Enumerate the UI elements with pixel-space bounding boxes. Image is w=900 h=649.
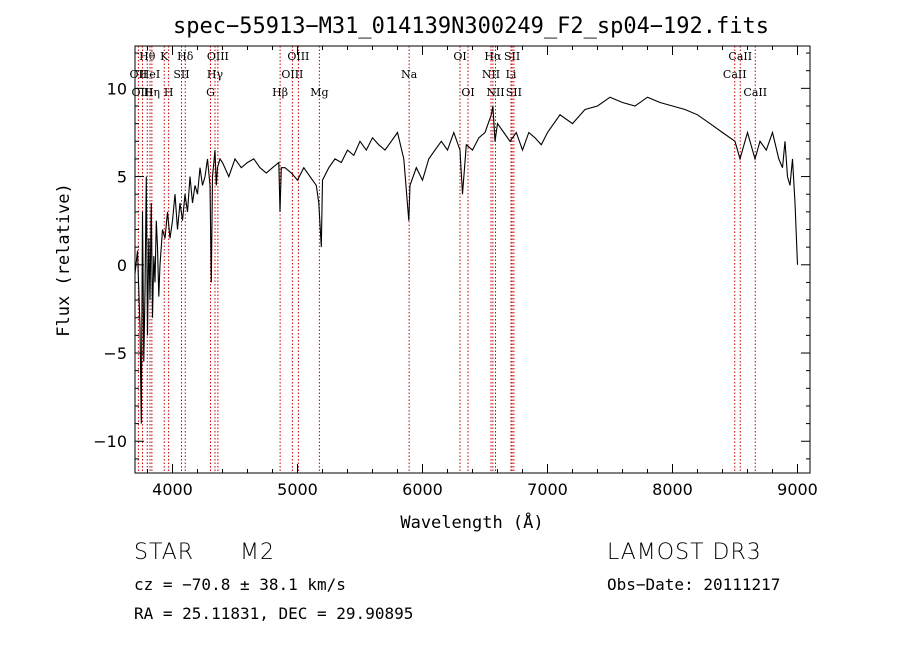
x-axis: 4000 5000 6000 7000 8000 9000 <box>147 46 818 499</box>
y-axis: −10 −5 0 5 10 <box>93 52 810 460</box>
marker-label-7: H <box>164 86 174 99</box>
marker-label-16: Na <box>401 68 418 81</box>
x-tick-label-5: 9000 <box>777 480 818 499</box>
marker-label-20: SII <box>504 50 520 63</box>
marker-label-10: Hγ <box>207 68 224 81</box>
marker-label-14: Hβ <box>272 86 288 99</box>
x-tick-label-1: 5000 <box>277 480 318 499</box>
marker-label-4: Hη <box>144 86 160 99</box>
coordinates: RA = 25.11831, DEC = 29.90895 <box>134 604 414 623</box>
y-tick-label-4: 10 <box>107 79 127 98</box>
marker-label-25: CaII <box>728 50 752 63</box>
marker-label-2: OIII <box>131 86 153 99</box>
survey-name: LAMOST DR3 <box>607 540 762 565</box>
marker-label-27: CaII <box>743 86 767 99</box>
plot-frame <box>134 45 811 474</box>
marker-label-11: G <box>206 86 215 99</box>
y-tick-label-2: 0 <box>117 256 127 275</box>
spectral-line-markers <box>137 46 756 473</box>
spectrum-line <box>134 96 799 424</box>
marker-label-26: CaII <box>723 68 747 81</box>
redshift-info: cz = −70.8 ± 38.1 km/s <box>134 575 346 594</box>
y-tick-label-3: 5 <box>117 168 127 187</box>
marker-label-22: Li <box>506 68 517 81</box>
x-axis-label: Wavelength (Å) <box>400 511 543 533</box>
marker-label-21: NII <box>482 68 500 81</box>
x-tick-label-4: 8000 <box>652 480 693 499</box>
marker-label-18: OI <box>461 86 474 99</box>
marker-label-24: SII <box>506 86 522 99</box>
object-subclass: M2 <box>240 540 275 565</box>
marker-label-15: Mg <box>310 86 328 99</box>
spectral-line-labels: Hθ OII OIII HeI Hη K SII H Hδ OIII Hγ G OIII OIII Hβ Mg… <box>130 50 768 99</box>
marker-label-3: HeI <box>140 68 160 81</box>
marker-label-23: NII <box>486 86 504 99</box>
x-tick-label-2: 6000 <box>402 480 443 499</box>
y-tick-label-1: −5 <box>103 344 127 363</box>
marker-label-19: Hα <box>484 50 502 63</box>
y-axis-label: Flux (relative) <box>54 183 74 337</box>
x-tick-label-0: 4000 <box>152 480 193 499</box>
chart-title: spec−55913−M31_014139N300249_F2_sp04−192… <box>173 14 769 39</box>
marker-label-12: OIII <box>287 50 309 63</box>
marker-label-0: Hθ <box>139 50 156 63</box>
marker-label-9: OIII <box>207 50 229 63</box>
marker-label-1: OII <box>130 68 148 81</box>
marker-label-17: OI <box>453 50 466 63</box>
marker-label-6: SII <box>173 68 189 81</box>
x-tick-label-3: 7000 <box>527 480 568 499</box>
marker-label-13: OIII <box>281 68 303 81</box>
y-tick-label-0: −10 <box>93 432 127 451</box>
object-class: STAR <box>134 540 195 565</box>
marker-label-8: Hδ <box>177 50 194 63</box>
obs-date: Obs−Date: 20111217 <box>607 575 781 594</box>
marker-label-5: K <box>160 50 169 63</box>
